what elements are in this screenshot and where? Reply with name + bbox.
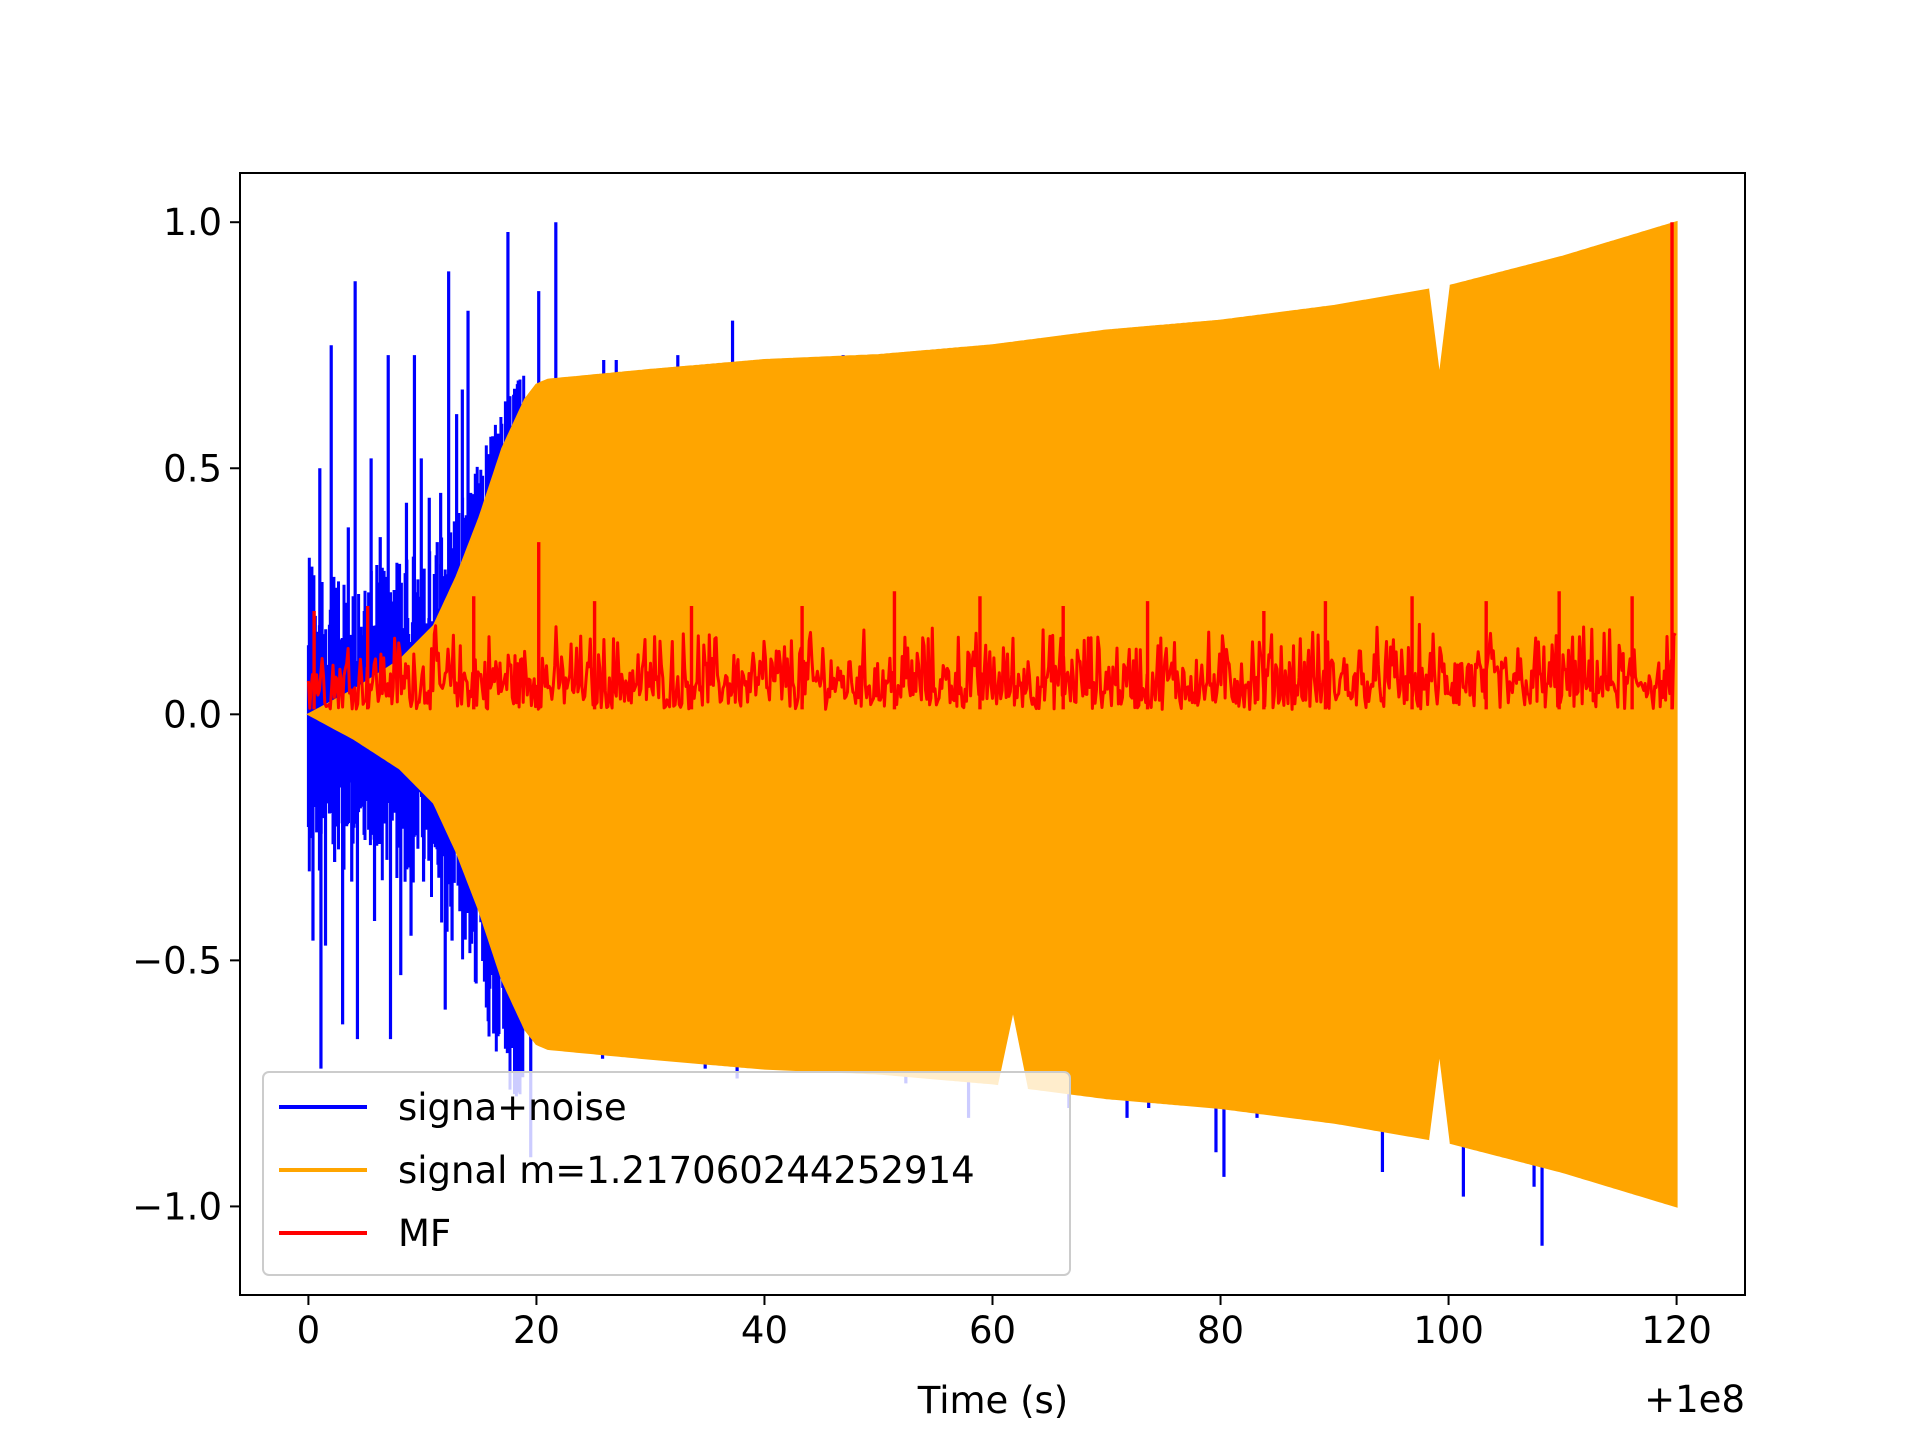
legend-box — [262, 1071, 1071, 1276]
y-axis: 1.0 0.5 0.0 −0.5 −1.0 — [132, 201, 240, 1228]
y-tick-label: 1.0 — [163, 201, 222, 244]
y-tick-label: 0.0 — [163, 693, 222, 736]
x-tick-label: 80 — [1197, 1309, 1244, 1352]
signal-dip — [1429, 189, 1450, 370]
plot-area — [306, 189, 1678, 1246]
mf-line — [306, 622, 1677, 711]
legend: signa+noise signal m=1.217060244252914 MF — [262, 1071, 1071, 1276]
x-axis: 0 20 40 60 80 100 120 — [297, 1295, 1712, 1352]
x-tick-label: 20 — [513, 1309, 560, 1352]
x-tick-label: 120 — [1641, 1309, 1712, 1352]
y-tick-label: 0.5 — [163, 447, 222, 490]
legend-label: MF — [398, 1212, 451, 1255]
y-tick-label: −1.0 — [132, 1185, 222, 1228]
series-mf — [306, 222, 1677, 711]
x-tick-label: 100 — [1413, 1309, 1484, 1352]
x-tick-label: 0 — [297, 1309, 321, 1352]
x-tick-label: 60 — [969, 1309, 1016, 1352]
x-offset-label: +1e8 — [1644, 1378, 1745, 1421]
x-axis-label: Time (s) — [917, 1379, 1068, 1422]
legend-label: signa+noise — [398, 1086, 627, 1129]
y-tick-label: −0.5 — [132, 939, 222, 982]
legend-label: signal m=1.217060244252914 — [398, 1149, 975, 1192]
signal-envelope — [306, 220, 1678, 1208]
x-tick-label: 40 — [741, 1309, 788, 1352]
signal-dip — [1429, 1058, 1450, 1240]
